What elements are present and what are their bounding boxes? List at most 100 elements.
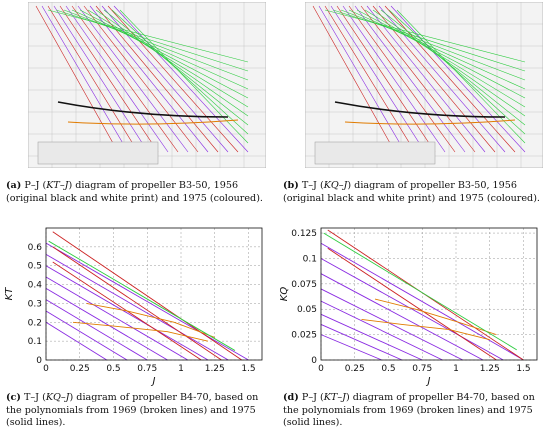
scan-curve: [366, 5, 486, 153]
y-axis-label: KQ: [279, 287, 290, 302]
panel-d: 0 0.25 0.5 0.75 1 1.25 1.5 0 0.025 0.05 0.075 0.1 0.…: [275, 220, 550, 438]
y-tick-label: 0.1: [28, 337, 42, 347]
series-line: [320, 334, 382, 361]
caption-text-a-post: ) diagram of propeller B3-50, 1956 (orig…: [6, 180, 263, 204]
series-line: [45, 254, 229, 361]
scan-curve: [83, 5, 199, 153]
scan-curve: [324, 5, 416, 153]
caption-math-c: KQ–J: [45, 392, 70, 403]
caption-d: (d) P–J (KT–J) diagram of propeller B4-7…: [283, 392, 545, 430]
scan-curve: [59, 5, 159, 153]
caption-b: (b) T–J (KQ–J) diagram of propeller B3-5…: [283, 180, 545, 205]
scan-curve: [330, 5, 426, 153]
series-line: [45, 265, 209, 361]
scan-curve: [390, 5, 526, 153]
series-line: [323, 232, 517, 351]
scan-curve: [348, 5, 456, 153]
scan-curve: [95, 9, 249, 117]
plot-frame: [45, 227, 263, 361]
panel-b: (b) T–J (KQ–J) diagram of propeller B3-5…: [275, 0, 550, 214]
caption-label-a: (a): [6, 180, 22, 191]
series-line: [320, 324, 403, 361]
caption-text-c-pre: T–J (: [23, 392, 46, 403]
series-line: [45, 242, 249, 361]
caption-label-d: (d): [283, 392, 299, 403]
scan-curve: [65, 5, 169, 153]
scan-curve: [79, 9, 249, 99]
caption-text-b-pre: T–J (: [301, 180, 324, 191]
caption-a: (a) P–J (KT–J) diagram of propeller B3-5…: [6, 180, 270, 205]
series-line: [45, 287, 168, 361]
scan-curve: [35, 5, 119, 153]
panel-a: (a) P–J (KT–J) diagram of propeller B3-5…: [0, 0, 275, 214]
x-tick-label: 1.25: [205, 364, 225, 374]
scan-curve: [47, 9, 249, 63]
y-tick-label: 0: [36, 356, 42, 366]
scan-curve: [318, 5, 406, 153]
scan-curve: [348, 9, 526, 90]
series-line: [52, 231, 243, 361]
x-tick-label: 1.25: [480, 364, 500, 374]
x-axis-label: J: [151, 376, 156, 387]
y-tick-label: 0.5: [28, 262, 42, 272]
scan-curve: [55, 9, 249, 72]
series-line: [320, 300, 443, 361]
scan-curve: [71, 9, 249, 90]
series-line: [45, 299, 148, 361]
caption-math-d: KT–J: [323, 392, 346, 403]
y-tick-label: 0.4: [28, 281, 43, 291]
x-tick-label: 1: [453, 364, 459, 374]
y-tick-label: 0.075: [291, 280, 317, 290]
x-tick-label: 0.25: [70, 364, 90, 374]
scan-curve-orange: [344, 119, 516, 125]
scan-curve: [336, 5, 436, 153]
caption-c: (c) T–J (KQ–J) diagram of propeller B4-7…: [6, 392, 270, 430]
x-axis-label: J: [426, 376, 431, 387]
scan-curve: [95, 5, 219, 153]
scan-curve: [312, 5, 396, 153]
x-tick-label: 0.75: [137, 364, 157, 374]
scan-curve: [356, 9, 526, 99]
scan-table: [314, 141, 436, 165]
scan-curve: [360, 5, 476, 153]
series-line: [361, 318, 490, 341]
series-line: [327, 247, 497, 361]
series-line: [320, 288, 463, 361]
y-tick-label: 0.025: [291, 331, 317, 341]
scan-curve: [103, 9, 249, 126]
scan-curve: [87, 9, 249, 108]
scan-curve: [53, 5, 149, 153]
series-line: [320, 313, 423, 361]
series-line: [320, 273, 484, 361]
caption-text-b-post: ) diagram of propeller B3-50, 1956 (orig…: [283, 180, 540, 204]
series-line: [48, 240, 236, 351]
scan-curve: [47, 5, 139, 153]
caption-math-a: KT–J: [46, 180, 69, 191]
caption-text-d-post: ) diagram of propeller B4-70, based on t…: [283, 392, 535, 428]
chart-d: 0 0.25 0.5 0.75 1 1.25 1.5 0 0.025 0.05 0.075 0.1 0.…: [279, 227, 538, 387]
scan-curve: [89, 5, 209, 153]
x-tick-label: 0.5: [106, 364, 120, 374]
series-line: [320, 258, 504, 361]
y-tick-label: 0.2: [28, 318, 42, 328]
caption-text-c-post: ) diagram of propeller B4-70, based on t…: [6, 392, 259, 428]
scan-curve: [63, 9, 249, 81]
y-tick-label: 0.05: [297, 305, 317, 315]
scan-curve: [324, 9, 526, 63]
caption-label-b: (b): [283, 180, 299, 191]
x-tick-label: 0.25: [345, 364, 365, 374]
scan-curve: [332, 9, 526, 72]
scan-curve: [340, 9, 526, 81]
series-line: [45, 276, 188, 361]
scan-curve: [71, 5, 179, 153]
y-tick-label: 0.1: [303, 254, 317, 264]
x-tick-label: 0.75: [412, 364, 432, 374]
scan-curve: [41, 5, 129, 153]
x-tick-label: 0: [43, 364, 49, 374]
caption-text-d-pre: P–J (: [301, 392, 324, 403]
y-tick-label: 0.6: [28, 243, 43, 253]
series-line: [320, 242, 524, 361]
series-line: [52, 246, 222, 361]
scan-curve: [342, 5, 446, 153]
x-tick-label: 1.5: [241, 364, 255, 374]
